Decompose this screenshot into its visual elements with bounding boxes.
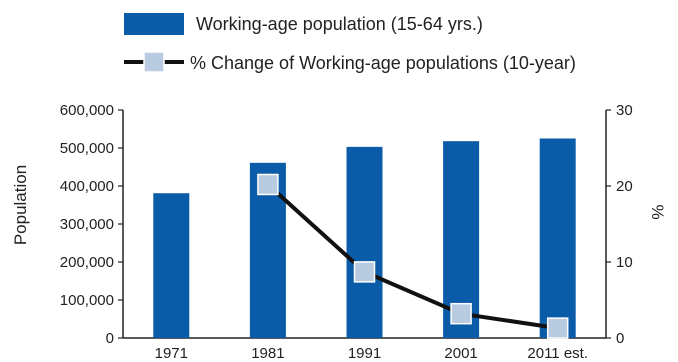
x-tick-label: 2001: [444, 345, 477, 362]
x-tick-label: 2011 est.: [527, 345, 588, 362]
bar: [539, 138, 576, 338]
legend-line-marker: [143, 51, 165, 73]
y-tick-label: 300,000: [60, 216, 114, 233]
y-tick-label: 0: [106, 330, 114, 347]
line-point: [546, 317, 569, 339]
y2-tick-label: 10: [616, 254, 633, 271]
y-tick-label: 500,000: [60, 140, 114, 157]
y-axis-ticks: 600,000 500,000 400,000 300,000 200,000 100,0…: [60, 102, 123, 347]
line-point: [450, 302, 472, 325]
y-tick-label: 200,000: [60, 254, 114, 271]
legend-bar-swatch: [124, 13, 184, 35]
x-tick-label: 1991: [348, 345, 381, 362]
x-tick-label: 1981: [251, 345, 284, 362]
x-tick-label: 1971: [155, 345, 188, 362]
legend-bar-label: Working-age population (15-64 yrs.): [196, 14, 483, 34]
legend-line-label: % Change of Working-age populations (10-…: [190, 53, 576, 73]
y2-axis-label: %: [648, 204, 667, 219]
y-tick-label: 400,000: [60, 178, 114, 195]
y2-tick-label: 20: [616, 178, 633, 195]
y2-tick-label: 30: [616, 102, 633, 119]
bar-series: [153, 138, 576, 338]
line-point: [257, 173, 279, 196]
bar: [153, 193, 190, 338]
line-point: [353, 261, 376, 283]
y2-tick-label: 0: [616, 330, 624, 347]
x-axis-ticks: 1971 1981 1991 2001 2011 est.: [155, 345, 588, 362]
y-tick-label: 600,000: [60, 102, 114, 119]
y-tick-label: 100,000: [60, 292, 114, 309]
y-axis-label: Population: [11, 165, 30, 245]
line-path: [266, 182, 558, 331]
y2-axis-ticks: 30 20 10 0: [606, 102, 633, 347]
bar: [346, 146, 383, 338]
legend: Working-age population (15-64 yrs.) % Ch…: [124, 13, 576, 73]
line-series: [257, 173, 569, 339]
